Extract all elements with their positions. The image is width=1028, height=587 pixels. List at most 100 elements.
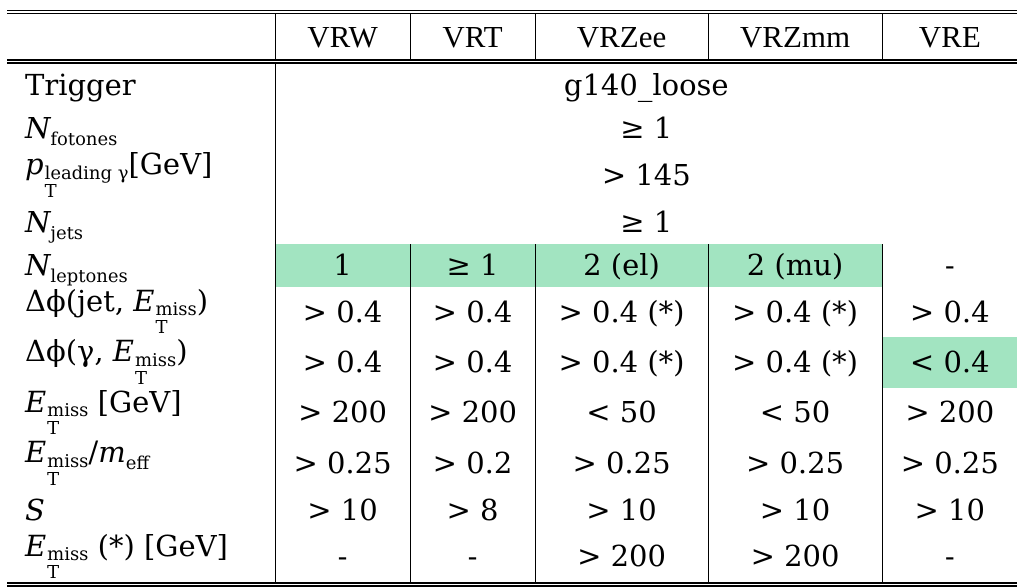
label-sup: miss [47,544,89,566]
table-row: Njets ≥ 1 [7,200,1017,244]
value-cell: > 0.25 [535,438,709,489]
value-cell: > 0.4 (*) [708,286,883,338]
value-cell: 1 [275,243,411,287]
value-cell: > 0.25 [275,438,411,489]
label-base: N [25,111,51,146]
value-cell: > 0.2 [410,438,536,489]
label-sub: fotones [50,128,118,150]
value-cell: > 8 [410,488,536,532]
label-scripts: miss T [47,450,89,490]
label-sub: T [134,367,147,389]
value-cell: > 0.4 [909,294,990,329]
merged-value-cell: ≥ 1 [620,204,673,239]
selection-table: VRW VRT VRZee VRZmm VRE Trigger g140_loos… [7,10,1017,587]
table-row: Trigger g140_loose [7,61,1017,108]
value-cell: > 10 [535,488,709,532]
label-sub: T [47,562,60,584]
value-cell: > 10 [914,492,985,527]
label-sup: miss [155,299,197,321]
label-sub: T [44,180,57,202]
label-divsub: eff [125,452,150,474]
table-body: Trigger g140_loose Nfotones ≥ 1 p leading γ T[… [7,61,1017,587]
label-divisor: m [98,435,126,470]
value-cell: 2 (el) [535,243,709,287]
header-vrzmm: VRZmm [708,10,883,64]
header-vrw: VRW [275,10,411,64]
label-base: E [112,334,134,369]
row-label: Trigger [7,61,276,108]
value-cell: > 200 [708,531,883,587]
label-base: p [25,147,44,182]
label-scripts: miss T [47,546,88,582]
header-corner-cell [7,10,276,64]
label-sub: jets [50,222,84,244]
header-vrt: VRT [410,10,536,64]
label-base: E [25,528,47,563]
value-cell: - [410,531,536,587]
table-row: p leading γ T [GeV] > 145 [7,147,1017,202]
row-label: p leading γ T [GeV] [7,147,276,202]
label-symbol: S [25,492,45,527]
label-sup: leading γ [44,162,129,184]
label-sup: miss [47,400,89,422]
table-row: S > 10 > 8 > 10 > 10 > 10 [7,488,1017,532]
value-cell: < 0.4 [882,337,1017,388]
value-cell: > 0.4 (*) [535,286,709,338]
label-sub: T [47,468,60,490]
value-cell: > 0.4 [410,337,536,388]
value-cell: > 0.4 (*) [708,337,883,388]
document-canvas: VRW VRT VRZee VRZmm VRE Trigger g140_loos… [7,10,1017,587]
value-cell: > 0.4 [410,286,536,338]
header-vrzee: VRZee [535,10,709,64]
label-sup: miss [47,450,89,472]
merged-value-cell: ≥ 1 [620,111,673,146]
label-slash: / [88,435,99,470]
value-cell: > 200 [535,531,709,587]
label-scripts: miss T [47,402,88,438]
value-cell: > 200 [275,387,411,439]
value-cell: > 10 [708,488,883,532]
value-cell: > 0.4 [275,337,411,388]
value-cell: 2 (mu) [708,243,883,287]
merged-value-cell: > 145 [601,157,691,192]
label-suffix: (*) [GeV] [88,528,228,563]
label-text: Trigger [25,68,136,103]
header-vre: VRE [882,10,1017,64]
label-sub: T [155,317,168,339]
header-row: VRW VRT VRZee VRZmm VRE [7,10,1017,64]
label-base: E [133,283,155,318]
label-suffix: ) [176,334,188,369]
label-base: E [25,435,47,470]
label-sup: miss [134,349,177,371]
value-cell: > 0.25 [708,438,883,489]
label-scripts: miss T [155,301,196,337]
value-cell: > 200 [410,387,536,439]
table-row: Nfotones ≥ 1 [7,107,1017,151]
label-base: E [25,384,47,419]
value-cell: > 0.4 (*) [535,337,709,388]
label-suffix: [GeV] [128,147,213,182]
row-label: Nfotones [7,107,276,151]
label-suffix: [GeV] [88,384,182,419]
label-base: N [25,247,51,282]
value-cell: < 50 [535,387,709,439]
value-cell: > 0.25 [900,445,999,480]
value-cell: - [944,247,955,282]
merged-value-cell: g140_loose [563,68,729,103]
value-cell: < 50 [708,387,883,439]
label-scripts: miss T [134,349,177,389]
value-cell: - [275,531,411,587]
label-prefix: Δϕ(jet, [25,283,134,318]
row-label: S [7,488,276,532]
